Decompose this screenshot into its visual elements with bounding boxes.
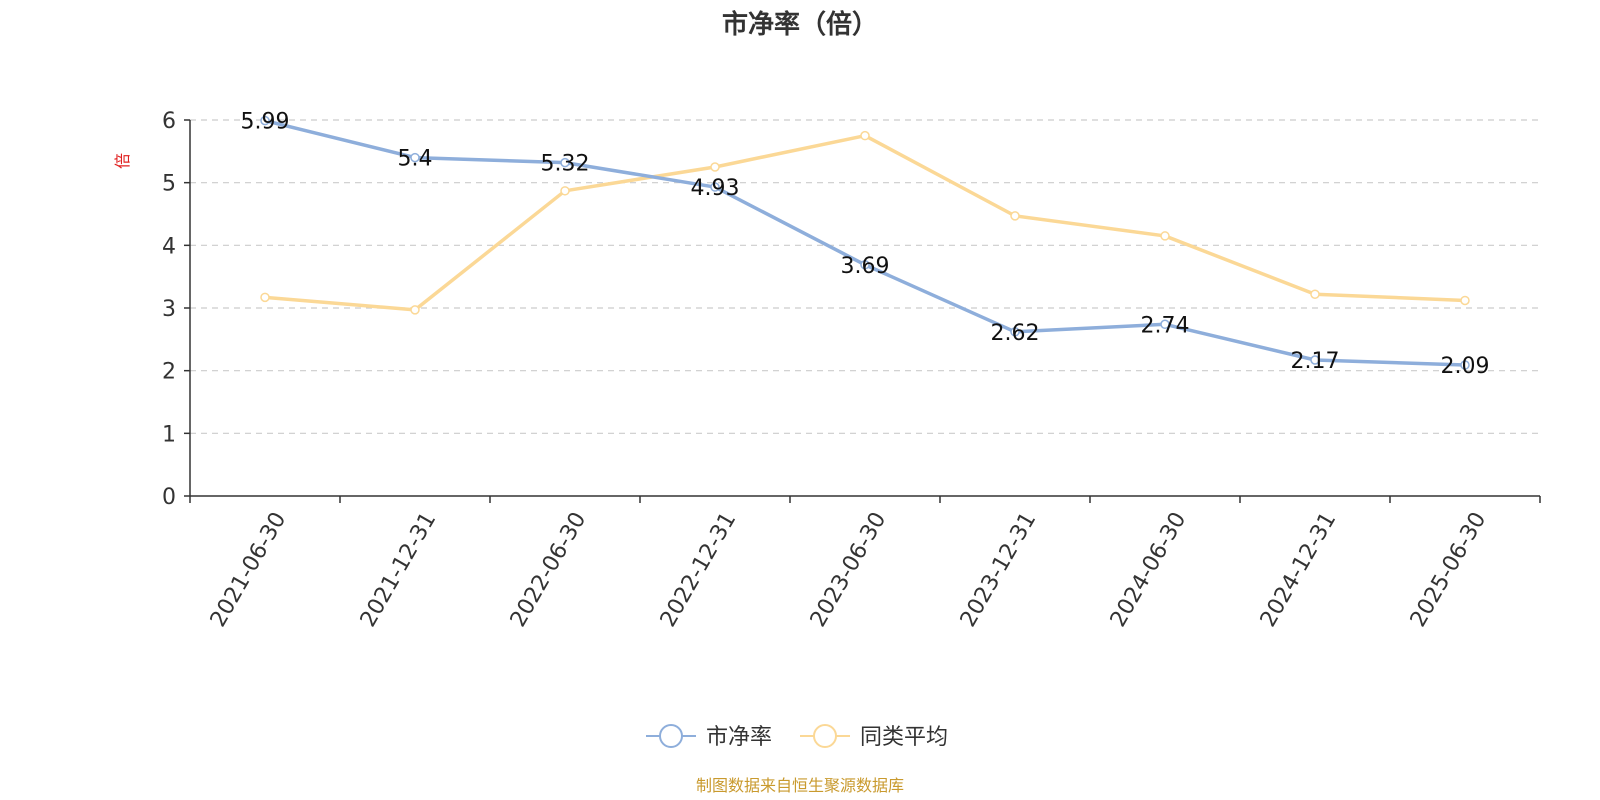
data-point[interactable] — [1010, 327, 1020, 337]
series-line-1 — [263, 133, 1467, 312]
data-point[interactable] — [260, 115, 270, 126]
y-axis-label: 倍 — [113, 153, 132, 169]
data-point[interactable] — [1010, 211, 1020, 221]
y-tick-label: 2 — [162, 360, 176, 385]
series-lines — [260, 115, 1470, 370]
y-tick-label: 0 — [162, 485, 176, 510]
x-tick-label: 2021-12-31 — [356, 508, 442, 631]
legend-item-同类平均[interactable]: 同类平均 — [800, 724, 948, 750]
legend-swatch-circle — [813, 724, 837, 748]
y-tick-label: 5 — [162, 172, 176, 197]
data-point[interactable] — [260, 292, 270, 303]
data-point[interactable] — [710, 182, 720, 192]
data-label: 2.09 — [1441, 354, 1490, 379]
data-point[interactable] — [1310, 355, 1320, 365]
data-point[interactable] — [1310, 289, 1320, 299]
data-point[interactable] — [710, 162, 720, 172]
data-point[interactable] — [1460, 295, 1470, 306]
legend-item-市净率[interactable]: 市净率 — [646, 724, 772, 750]
data-label: 2.17 — [1291, 349, 1340, 374]
x-tick-label: 2023-06-30 — [806, 508, 892, 631]
data-point[interactable] — [1160, 319, 1170, 330]
data-label: 4.93 — [691, 176, 740, 201]
chart-title: 市净率（倍） — [722, 9, 878, 40]
legend-swatch-circle — [659, 724, 683, 748]
data-point[interactable] — [410, 305, 420, 315]
x-tick-label: 2021-06-30 — [206, 508, 292, 631]
y-tick-labels: 0 1 2 3 4 5 6 — [162, 109, 176, 510]
data-point[interactable] — [860, 130, 870, 141]
y-tick-label: 6 — [162, 109, 176, 134]
data-point[interactable] — [410, 152, 420, 163]
data-source-footer: 制图数据来自恒生聚源数据库 — [696, 776, 904, 795]
y-tick-label: 4 — [162, 234, 176, 259]
series-line-0 — [263, 118, 1467, 367]
data-point[interactable] — [1460, 360, 1470, 370]
data-point[interactable] — [1160, 231, 1170, 241]
axes — [184, 119, 1541, 503]
data-point[interactable] — [560, 157, 570, 168]
legend-label-0: 市净率 — [706, 725, 772, 750]
legend-label-1: 同类平均 — [860, 725, 948, 750]
data-point[interactable] — [560, 186, 570, 196]
x-tick-label: 2024-06-30 — [1106, 508, 1192, 631]
legend: 市净率 同类平均 — [646, 724, 948, 750]
x-tick-label: 2022-12-31 — [656, 508, 742, 631]
x-tick-label: 2025-06-30 — [1406, 508, 1492, 631]
data-point[interactable] — [860, 260, 870, 270]
data-label: 2.74 — [1141, 313, 1190, 338]
x-tick-label: 2023-12-31 — [956, 508, 1042, 631]
data-labels: 5.99 5.4 5.32 4.93 3.69 2.62 2.74 2.17 2.09 — [241, 110, 1490, 379]
data-label: 5.4 — [398, 147, 433, 172]
x-tick-labels: 2021-06-30 2021-12-31 2022-06-30 2022-12-31… — [206, 508, 1492, 631]
x-tick-label: 2022-06-30 — [506, 508, 592, 631]
x-tick-label: 2024-12-31 — [1256, 508, 1342, 631]
data-label: 5.99 — [241, 110, 290, 135]
y-tick-label: 1 — [162, 422, 176, 447]
data-label: 5.32 — [541, 152, 590, 177]
data-label: 2.62 — [991, 321, 1040, 346]
y-tick-label: 3 — [162, 297, 176, 322]
data-label: 3.69 — [841, 254, 890, 279]
